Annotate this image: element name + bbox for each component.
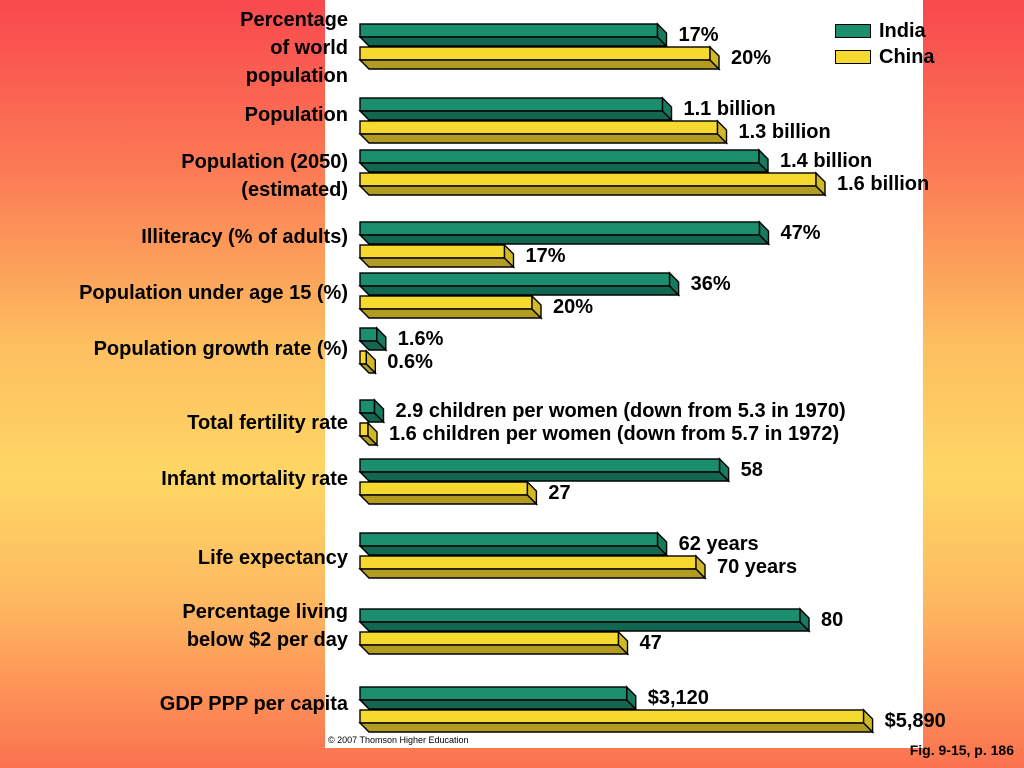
value-label-china-2: 1.6 billion	[837, 173, 929, 195]
bar-india-9	[358, 607, 811, 633]
bar-china-0	[358, 45, 721, 71]
category-label-2: Population (2050) (estimated)	[181, 151, 348, 201]
category-label-1: Population	[244, 104, 348, 126]
bar-india-2	[358, 148, 770, 174]
value-label-india-7: 58	[741, 459, 763, 481]
bar-china-6	[358, 421, 379, 447]
value-label-china-4: 20%	[553, 296, 593, 318]
category-label-8: Life expectancy	[197, 547, 348, 569]
bar-china-2	[358, 171, 827, 197]
value-label-china-0: 20%	[731, 47, 771, 69]
bar-india-8	[358, 531, 669, 557]
category-label-5: Population growth rate (%)	[93, 338, 348, 360]
bar-india-1	[358, 96, 674, 122]
value-label-china-10: $5,890	[885, 710, 946, 732]
bar-china-7	[358, 480, 539, 506]
value-label-india-10: $3,120	[648, 687, 709, 709]
legend-item-india: India	[835, 18, 935, 44]
category-label-0: Percentage of world population	[240, 9, 348, 87]
value-label-india-3: 47%	[781, 222, 821, 244]
value-label-india-5: 1.6%	[398, 328, 444, 350]
bar-china-4	[358, 294, 543, 320]
copyright-notice: © 2007 Thomson Higher Education	[328, 735, 469, 745]
figure-reference: Fig. 9-15, p. 186	[909, 742, 1014, 758]
legend-label-china: China	[879, 45, 935, 68]
bar-india-6	[358, 398, 386, 424]
legend-label-india: India	[879, 19, 926, 42]
value-label-china-8: 70 years	[717, 556, 797, 578]
value-label-china-6: 1.6 children per women (down from 5.7 in…	[389, 423, 839, 445]
category-label-7: Infant mortality rate	[161, 468, 348, 490]
category-label-4: Population under age 15 (%)	[79, 282, 348, 304]
bar-india-10	[358, 685, 638, 711]
bar-china-8	[358, 554, 707, 580]
value-label-china-9: 47	[640, 632, 662, 654]
value-label-china-3: 17%	[526, 245, 566, 267]
category-label-3: Illiteracy (% of adults)	[141, 226, 348, 248]
bar-india-7	[358, 457, 731, 483]
bar-india-0	[358, 22, 669, 48]
bar-china-9	[358, 630, 630, 656]
value-label-india-0: 17%	[679, 24, 719, 46]
bar-china-3	[358, 243, 516, 269]
legend: India China	[835, 18, 935, 70]
bar-china-1	[358, 119, 729, 145]
legend-swatch-india	[835, 24, 871, 38]
bar-india-3	[358, 220, 771, 246]
value-label-india-8: 62 years	[679, 533, 759, 555]
bar-china-5	[358, 349, 377, 375]
value-label-india-4: 36%	[691, 273, 731, 295]
value-label-india-2: 1.4 billion	[780, 150, 872, 172]
category-label-6: Total fertility rate	[187, 412, 348, 434]
value-label-china-1: 1.3 billion	[739, 121, 831, 143]
bar-india-4	[358, 271, 681, 297]
legend-item-china: China	[835, 44, 935, 70]
value-label-india-1: 1.1 billion	[684, 98, 776, 120]
value-label-china-5: 0.6%	[387, 351, 433, 373]
category-label-9: Percentage living below $2 per day	[182, 601, 348, 651]
value-label-india-6: 2.9 children per women (down from 5.3 in…	[396, 400, 846, 422]
bar-india-5	[358, 326, 388, 352]
value-label-india-9: 80	[821, 609, 843, 631]
bar-china-10	[358, 708, 875, 734]
category-label-10: GDP PPP per capita	[159, 693, 348, 715]
value-label-china-7: 27	[548, 482, 570, 504]
legend-swatch-china	[835, 50, 871, 64]
